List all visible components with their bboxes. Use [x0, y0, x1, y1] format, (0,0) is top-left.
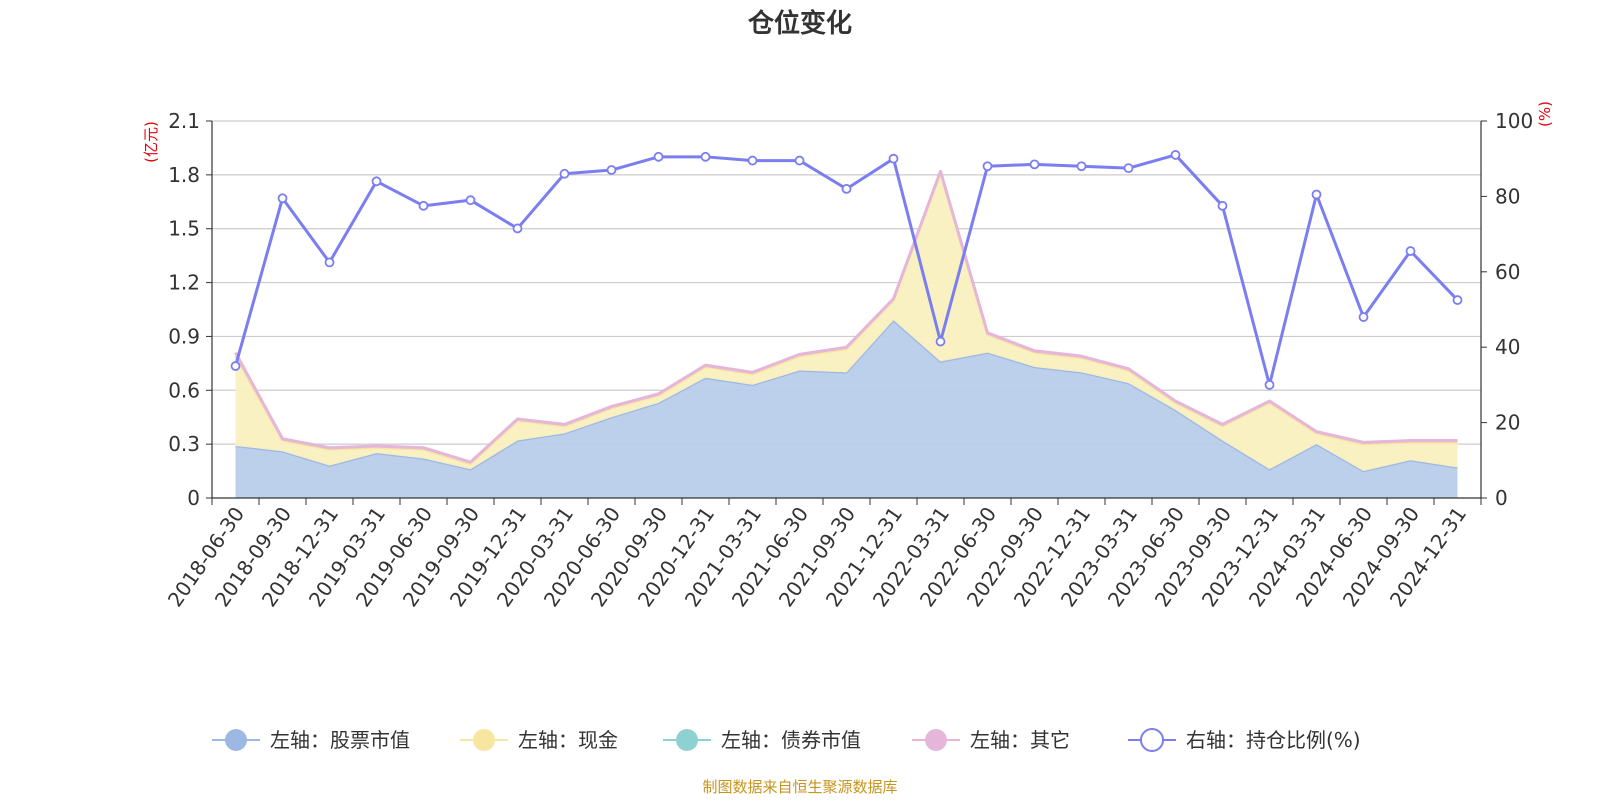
holding-ratio-point	[1076, 161, 1087, 172]
holding-ratio-point	[888, 153, 899, 164]
holding-ratio-point	[277, 193, 288, 204]
holding-ratio-point	[653, 151, 664, 162]
left-tick-label: 2.1	[168, 109, 200, 133]
grid-lines	[212, 120, 1481, 445]
left-tick-label: 1.8	[168, 163, 200, 187]
holding-ratio-point	[1029, 159, 1040, 170]
holding-ratio-point	[371, 176, 382, 187]
holding-ratio-point	[1452, 295, 1463, 305]
legend-label: 左轴：债券市值	[721, 728, 861, 752]
holding-ratio-point	[230, 361, 241, 371]
holding-ratio-point	[418, 200, 429, 211]
left-tick-label: 0.3	[168, 432, 200, 456]
legend-item: 左轴：现金	[460, 728, 618, 752]
legend: 左轴：股票市值 左轴：现金 左轴：债券市值 左轴：其它 右轴：持仓比例(%)	[212, 728, 1361, 752]
right-tick-label: 20	[1495, 411, 1520, 435]
holding-ratio-point	[700, 151, 711, 162]
holding-ratio-point	[794, 155, 805, 166]
other-area-edge	[234, 169, 1458, 464]
holding-ratio-point	[559, 168, 570, 179]
legend-label: 左轴：其它	[970, 728, 1070, 752]
legend-item: 左轴：其它	[912, 728, 1070, 752]
holding-ratio-point	[1405, 246, 1416, 256]
left-tick-label: 1.5	[168, 217, 200, 241]
legend-circle-icon	[676, 729, 698, 751]
holding-ratio-point	[1311, 189, 1322, 200]
right-tick-label: 60	[1495, 260, 1520, 284]
right-tick-label: 40	[1495, 335, 1520, 359]
holding-ratio-point	[982, 161, 993, 172]
ratio-line-layer	[230, 150, 1463, 390]
legend-item: 左轴：股票市值	[212, 728, 410, 752]
left-tick-label: 0	[187, 486, 200, 510]
left-tick-label: 1.2	[168, 271, 200, 295]
holding-ratio-point	[1170, 150, 1181, 160]
holding-ratio-point	[1123, 163, 1134, 174]
holding-ratio-point	[606, 165, 617, 175]
legend-label: 左轴：股票市值	[270, 728, 410, 752]
right-tick-label: 0	[1495, 486, 1508, 510]
legend-label: 右轴：持仓比例(%)	[1186, 728, 1361, 752]
holding-ratio-point	[512, 223, 523, 234]
legend-item: 左轴：债券市值	[663, 728, 861, 752]
legend-label: 左轴：现金	[518, 728, 618, 752]
cash-area	[235, 173, 1458, 472]
stacked-area-layer	[234, 169, 1458, 498]
left-tick-label: 0.9	[168, 324, 200, 348]
left-tick-label: 0.6	[168, 378, 200, 402]
stock-value-area	[235, 320, 1458, 498]
right-axis-unit: (%)	[1536, 101, 1554, 127]
legend-item: 右轴：持仓比例(%)	[1128, 728, 1361, 752]
right-tick-label: 100	[1495, 109, 1533, 133]
legend-circle-icon	[473, 729, 495, 751]
data-source-note: 制图数据来自恒生聚源数据库	[702, 778, 897, 796]
legend-hollow-circle-icon	[1140, 728, 1164, 752]
holding-ratio-point	[841, 183, 852, 194]
holding-ratio-point	[1358, 312, 1369, 322]
holding-ratio-point	[1264, 379, 1275, 390]
holding-ratio-point	[465, 195, 476, 206]
left-axis-unit: (亿元)	[142, 121, 160, 163]
holding-ratio-point	[747, 155, 758, 166]
holding-ratio-point	[935, 336, 946, 347]
legend-circle-icon	[925, 729, 947, 751]
holding-ratio-point	[1217, 200, 1228, 211]
chart-title: 仓位变化	[747, 8, 852, 39]
legend-circle-icon	[225, 729, 247, 751]
holding-ratio-point	[324, 257, 335, 268]
right-tick-label: 80	[1495, 184, 1520, 208]
